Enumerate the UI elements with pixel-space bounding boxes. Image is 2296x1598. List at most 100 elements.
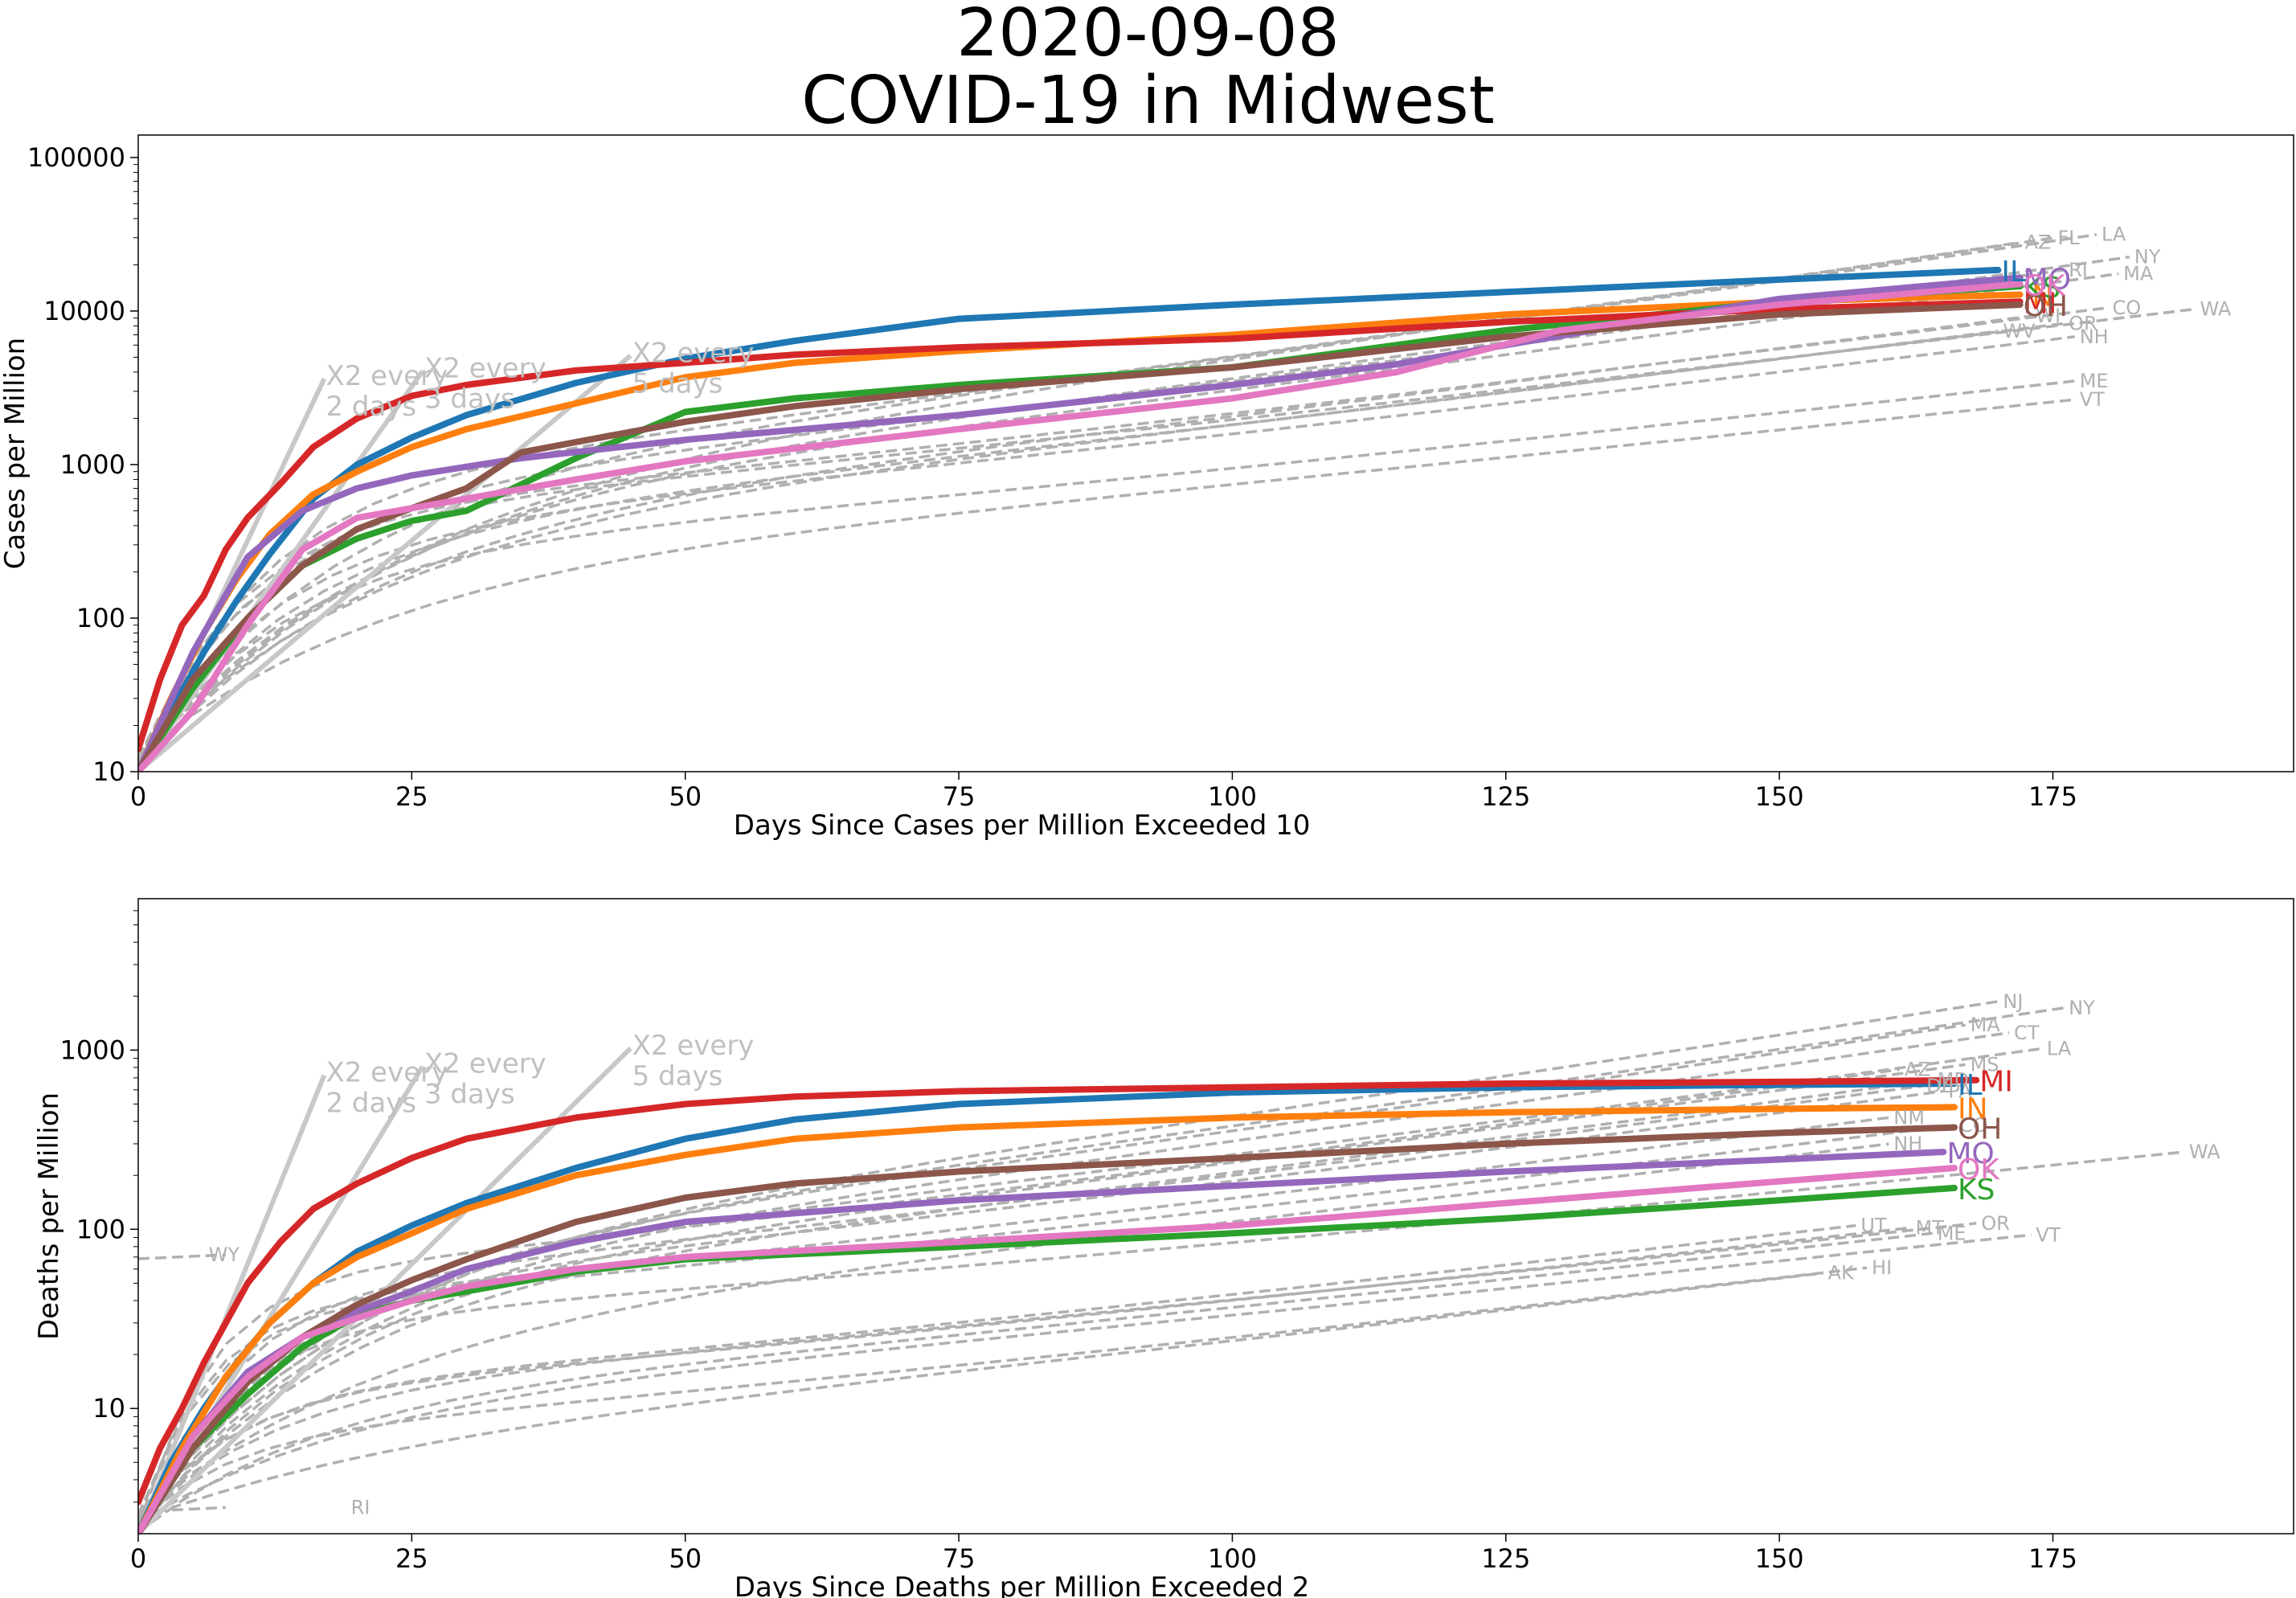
series-label-ok: OK <box>1958 1153 2000 1186</box>
series-line-ok <box>138 281 2024 772</box>
state-label-ny: NY <box>2134 246 2161 268</box>
state-label-co: CO <box>1959 1114 1988 1137</box>
series-line-mi <box>138 298 2024 753</box>
series-line-il <box>138 266 2002 772</box>
y-tick-label: 100000 <box>27 142 125 173</box>
background-state-line <box>138 398 2075 757</box>
x-tick-label: 100 <box>1208 1543 1257 1574</box>
background-state-line <box>138 1089 1944 1522</box>
state-label-nj: NJ <box>2003 990 2023 1013</box>
cases-axes-frame <box>137 134 2294 772</box>
x-tick-label: 75 <box>943 1543 976 1574</box>
cases-plot-area <box>138 233 2196 772</box>
x-tick-label: 125 <box>1481 1543 1530 1574</box>
series-label-ks: KS <box>1958 1174 1995 1207</box>
background-state-line <box>138 1223 1856 1517</box>
doubling-guide-label: X2 every 2 days <box>325 1057 448 1120</box>
background-state-line <box>138 1231 1933 1534</box>
x-tick-label: 25 <box>395 1543 428 1574</box>
background-state-line <box>138 1506 226 1514</box>
state-label-wv: WV <box>2003 320 2036 342</box>
series-label-mi: MI <box>2024 287 2057 320</box>
chart-title: 2020-09-08 COVID-19 in Midwest <box>0 0 2296 135</box>
y-tick-label: 1000 <box>60 449 125 480</box>
deaths-plot-area <box>138 1000 2185 1534</box>
state-label-la: LA <box>2047 1037 2072 1059</box>
state-label-wa: WA <box>2189 1141 2220 1163</box>
state-label-de: DE <box>1926 1075 1954 1097</box>
x-tick-label: 100 <box>1208 781 1257 812</box>
doubling-guide-line <box>138 354 632 772</box>
background-state-line <box>138 1226 1911 1520</box>
state-label-ny: NY <box>2069 997 2095 1019</box>
y-tick-label: 1000 <box>60 1035 125 1065</box>
x-tick-label: 0 <box>130 781 146 812</box>
doubling-guide-line <box>138 1074 327 1534</box>
x-tick-label: 50 <box>669 1543 702 1574</box>
x-tick-label: 150 <box>1755 781 1804 812</box>
x-tick-label: 150 <box>1755 1543 1804 1574</box>
state-label-co: CO <box>2113 297 2142 319</box>
series-line-mi <box>138 1076 1980 1506</box>
series-label-in: IN <box>1958 1092 1988 1125</box>
deaths-axes-frame <box>137 898 2294 1534</box>
state-label-ri: RI <box>351 1496 370 1518</box>
series-label-ok: OK <box>2024 269 2066 302</box>
state-label-nh: NH <box>2080 326 2109 348</box>
series-line-in <box>138 1104 1958 1534</box>
background-state-line <box>138 240 2020 760</box>
series-line-ok <box>138 1165 1958 1534</box>
background-state-line <box>138 1150 2185 1530</box>
state-label-wa: WA <box>2200 297 2231 320</box>
state-label-ut: UT <box>1860 1215 1887 1237</box>
state-label-ms: MS <box>1971 1053 1999 1076</box>
state-label-ri: RI <box>2069 259 2088 281</box>
state-label-mt: MT <box>1916 1216 1945 1239</box>
x-tick-label: 175 <box>2028 1543 2077 1574</box>
state-label-ma: MA <box>2123 263 2154 285</box>
series-label-il: IL <box>2001 256 2026 289</box>
state-label-or: OR <box>2069 312 2098 334</box>
background-state-line <box>138 1253 226 1260</box>
doubling-guide-label: X2 every 3 days <box>424 353 546 416</box>
state-label-az: AZ <box>2025 232 2052 254</box>
x-tick-label: 175 <box>2028 781 2077 812</box>
state-label-az: AZ <box>1905 1058 1931 1080</box>
background-state-line <box>138 1272 1823 1521</box>
series-line-mo <box>138 274 2024 772</box>
y-axis-label: Cases per Million <box>0 338 31 570</box>
background-state-line <box>138 379 2075 768</box>
series-line-ks <box>138 283 2024 772</box>
y-tick-label: 100 <box>76 1214 125 1244</box>
background-state-line <box>138 330 1999 771</box>
x-tick-label: 25 <box>395 781 428 812</box>
y-tick-label: 100 <box>76 603 125 633</box>
doubling-guide-label: X2 every 3 days <box>424 1048 546 1111</box>
y-tick-label: 10000 <box>43 296 125 326</box>
x-axis-label: Days Since Deaths per Million Exceeded 2 <box>735 1571 1310 1598</box>
series-label-ks: KS <box>2024 272 2061 305</box>
series-label-oh: OH <box>1958 1113 2002 1146</box>
state-label-ct: CT <box>2014 1022 2040 1044</box>
background-state-line <box>138 1023 1966 1527</box>
background-state-line <box>138 272 2119 760</box>
x-tick-label: 125 <box>1481 781 1530 812</box>
background-state-line <box>138 1222 1977 1521</box>
series-label-oh: OH <box>2024 290 2068 323</box>
background-state-line <box>138 1006 2065 1521</box>
series-label-mi: MI <box>1979 1066 2013 1099</box>
series-label-mo: MO <box>1946 1137 1994 1170</box>
state-label-nh: NH <box>1893 1133 1922 1155</box>
state-label-vt: VT <box>2080 388 2105 411</box>
state-label-or: OR <box>1981 1212 2010 1235</box>
state-label-ak: AK <box>1828 1262 1855 1285</box>
series-label-in: IN <box>2024 280 2054 313</box>
background-state-line <box>138 1266 1868 1522</box>
x-tick-label: 50 <box>669 781 702 812</box>
series-label-mo: MO <box>2024 263 2071 296</box>
doubling-guide-label: X2 every 2 days <box>325 360 448 423</box>
series-label-il: IL <box>1958 1069 1983 1102</box>
